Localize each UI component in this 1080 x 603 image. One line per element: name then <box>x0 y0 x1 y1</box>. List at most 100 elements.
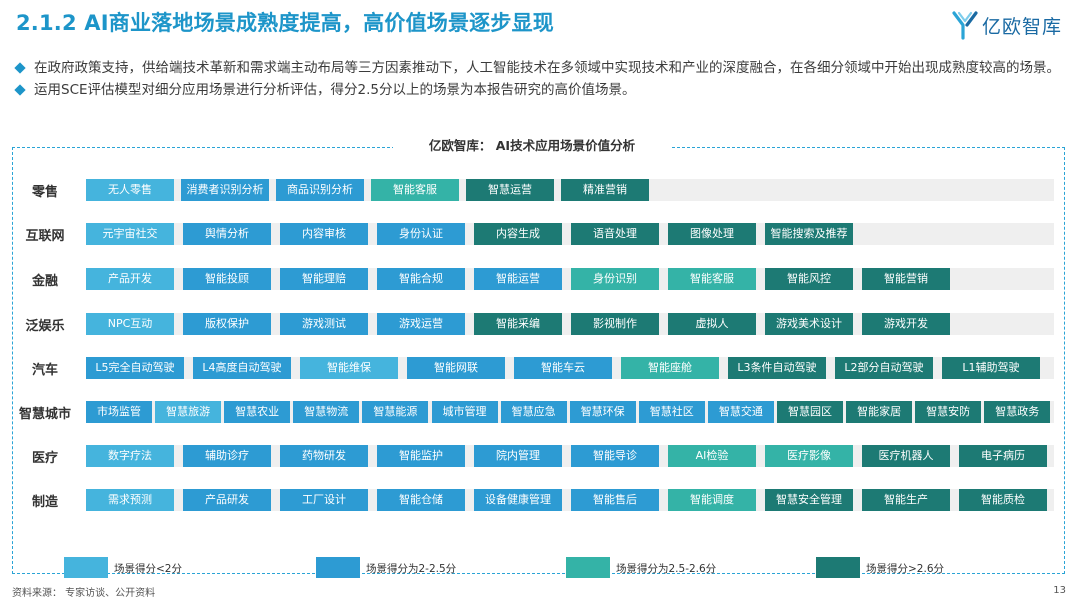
scenario-chip: 需求预测 <box>86 489 174 511</box>
scenario-chip: 智能座舱 <box>621 357 719 379</box>
legend-label: 场景得分为2-2.5分 <box>366 563 457 575</box>
legend-swatch <box>64 557 108 578</box>
scenario-chip: 游戏运营 <box>377 313 465 335</box>
scenario-chip: 智慧社区 <box>638 401 705 423</box>
scenario-chip: 语音处理 <box>571 223 659 245</box>
scenario-chip: 虚拟人 <box>668 313 756 335</box>
scenario-chip: 身份认证 <box>377 223 465 245</box>
scenario-chip: NPC互动 <box>86 313 174 335</box>
scenario-chip: 辅助诊疗 <box>183 445 271 467</box>
scenario-chip: 智能质检 <box>959 489 1047 511</box>
bullet-item: 运用SCE评估模型对细分应用场景进行分析评估，得分2.5分以上的场景为本报告研究… <box>14 80 1066 100</box>
scenario-chip: 内容审核 <box>280 223 368 245</box>
scenario-chip: 智能营销 <box>862 268 950 290</box>
scenario-chip: 游戏测试 <box>280 313 368 335</box>
scenario-chip: L3条件自动驾驶 <box>728 357 826 379</box>
scenario-chip: 影视制作 <box>571 313 659 335</box>
legend-label: 场景得分>2.6分 <box>866 563 944 575</box>
scenario-chip: 市场监管 <box>86 401 152 423</box>
scenario-chip: 城市管理 <box>431 401 498 423</box>
source-note: 资料来源： 专家访谈、公开资料 <box>12 588 156 599</box>
diamond-bullet-icon <box>14 84 26 96</box>
scenario-chip: 游戏开发 <box>862 313 950 335</box>
scenario-chip: 药物研发 <box>280 445 368 467</box>
scenario-chip: 精准营销 <box>561 179 649 201</box>
bullet-text: 运用SCE评估模型对细分应用场景进行分析评估，得分2.5分以上的场景为本报告研究… <box>34 82 636 98</box>
scenario-chip: 智能维保 <box>300 357 398 379</box>
row-label: 零售 <box>31 185 58 200</box>
scenario-chip: 智能投顾 <box>183 268 271 290</box>
scenario-chip: 智能风控 <box>765 268 853 290</box>
scenario-chip: 智慧交通 <box>707 401 774 423</box>
legend-swatch <box>566 557 610 578</box>
scenario-chip: 智慧园区 <box>777 401 843 423</box>
scenario-chip: 智能仓储 <box>377 489 465 511</box>
scenario-chip: 工厂设计 <box>280 489 368 511</box>
scenario-chip: 智能调度 <box>668 489 756 511</box>
diamond-bullet-icon <box>14 62 26 74</box>
legend-label: 场景得分<2分 <box>114 563 182 575</box>
logo-text: 亿欧智库 <box>981 15 1062 38</box>
scenario-chip: 元宇宙社交 <box>86 223 174 245</box>
row-label: 制造 <box>31 495 58 510</box>
scenario-chip: 智能搜索及推荐 <box>765 223 853 245</box>
scenario-chip: 智慧农业 <box>224 401 291 423</box>
scenario-chip: 智慧安全管理 <box>765 489 853 511</box>
scenario-chip: 医疗影像 <box>765 445 853 467</box>
scenario-chip: 智能家居 <box>846 401 913 423</box>
scenario-chip: 智慧环保 <box>569 401 636 423</box>
scenario-chip: 智慧应急 <box>500 401 567 423</box>
scenario-chip: 智能采编 <box>474 313 562 335</box>
legend-swatch <box>816 557 860 578</box>
logo: 亿欧智库 <box>952 8 1062 42</box>
scenario-chip: 智能售后 <box>571 489 659 511</box>
scenario-chip: 数字疗法 <box>86 445 174 467</box>
row-label: 汽车 <box>31 363 58 378</box>
scenario-chip: 智慧运营 <box>466 179 554 201</box>
scenario-chip: L4高度自动驾驶 <box>193 357 291 379</box>
scenario-chip: 智能网联 <box>407 357 505 379</box>
scenario-chip: 智慧安防 <box>915 401 982 423</box>
scenario-chip: 智慧物流 <box>293 401 360 423</box>
scenario-chip: 版权保护 <box>183 313 271 335</box>
scenario-chip: L5完全自动驾驶 <box>86 357 184 379</box>
legend-swatch <box>316 557 360 578</box>
scenario-chip: 智能客服 <box>371 179 459 201</box>
scenario-chip: AI检验 <box>668 445 756 467</box>
chart-title: 亿欧智库： AI技术应用场景价值分析 <box>393 137 671 155</box>
intro-bullets: 在政府政策支持，供给端技术革新和需求端主动布局等三方因素推动下，人工智能技术在多… <box>14 58 1066 102</box>
legend-label: 场景得分为2.5-2.6分 <box>616 563 717 575</box>
scenario-chip: 智能导诊 <box>571 445 659 467</box>
page-number: 13 <box>1053 585 1066 596</box>
scenario-chip: 智能监护 <box>377 445 465 467</box>
scenario-chip: 医疗机器人 <box>862 445 950 467</box>
row-label: 金融 <box>31 274 58 289</box>
scenario-chip: 身份识别 <box>571 268 659 290</box>
page-title: 2.1.2 AI商业落地场景成熟度提高，高价值场景逐步显现 <box>16 11 554 35</box>
scenario-chip: 智能理赔 <box>280 268 368 290</box>
row-label: 互联网 <box>25 229 65 244</box>
scenario-chip: 内容生成 <box>474 223 562 245</box>
bullet-text: 在政府政策支持，供给端技术革新和需求端主动布局等三方因素推动下，人工智能技术在多… <box>34 60 1060 76</box>
scenario-chip: 智能运营 <box>474 268 562 290</box>
scenario-chip: 图像处理 <box>668 223 756 245</box>
scenario-chip: 舆情分析 <box>183 223 271 245</box>
row-label: 泛娱乐 <box>25 319 65 334</box>
scenario-chip: 游戏美术设计 <box>765 313 853 335</box>
scenario-chip: 无人零售 <box>86 179 174 201</box>
scenario-chip: 商品识别分析 <box>276 179 364 201</box>
row-label: 智慧城市 <box>18 407 71 422</box>
bullet-item: 在政府政策支持，供给端技术革新和需求端主动布局等三方因素推动下，人工智能技术在多… <box>14 58 1066 78</box>
scenario-chip: 智能合规 <box>377 268 465 290</box>
scenario-chip: 院内管理 <box>474 445 562 467</box>
scenario-chip: 智能生产 <box>862 489 950 511</box>
yiou-logo-icon <box>952 11 978 40</box>
scenario-chip: 智能客服 <box>668 268 756 290</box>
scenario-chip: 消费者识别分析 <box>181 179 269 201</box>
scenario-chip: 智能车云 <box>514 357 612 379</box>
scenario-chip: 产品研发 <box>183 489 271 511</box>
scenario-chip: 智慧能源 <box>362 401 429 423</box>
scenario-chip: L2部分自动驾驶 <box>835 357 933 379</box>
scenario-chip: 电子病历 <box>959 445 1047 467</box>
row-label: 医疗 <box>31 451 58 466</box>
